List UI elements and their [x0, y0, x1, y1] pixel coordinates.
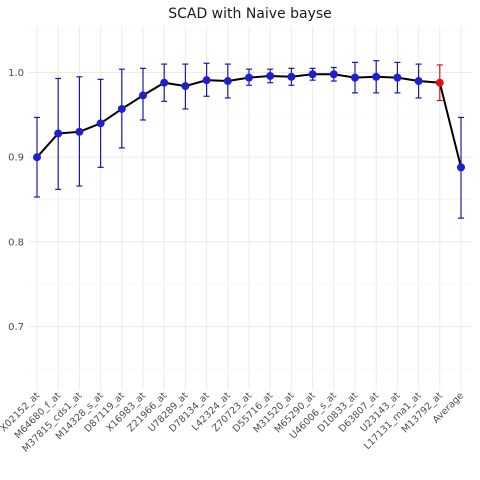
data-point — [117, 104, 126, 113]
y-tick-label: 0.9 — [8, 153, 24, 164]
y-tick-label: 0.8 — [8, 237, 24, 248]
data-point — [329, 70, 338, 79]
data-point — [139, 91, 147, 100]
data-points — [33, 70, 465, 172]
data-point — [245, 73, 253, 82]
data-point — [393, 73, 402, 82]
data-point — [457, 163, 465, 172]
chart-title: SCAD with Naive bayse — [168, 6, 332, 22]
data-point — [351, 73, 359, 82]
data-point — [223, 77, 232, 86]
data-point — [266, 71, 275, 80]
data-point — [160, 78, 169, 87]
x-axis-ticks: X02152_atM64680_f_atM37815_cds1_atM14328… — [0, 390, 466, 454]
data-point — [308, 70, 317, 79]
data-point — [33, 153, 41, 162]
data-point — [202, 76, 211, 85]
data-point — [54, 129, 63, 138]
data-point — [181, 82, 190, 91]
data-point — [287, 72, 296, 81]
data-point — [414, 77, 423, 86]
data-point-highlight — [435, 78, 444, 87]
data-point — [372, 72, 381, 81]
y-tick-label: 1.0 — [8, 68, 24, 79]
y-tick-label: 0.7 — [8, 322, 24, 333]
data-point — [96, 119, 105, 128]
data-point — [75, 127, 84, 136]
y-axis-ticks: 0.7 0.8 0.9 1.0 — [8, 68, 24, 333]
